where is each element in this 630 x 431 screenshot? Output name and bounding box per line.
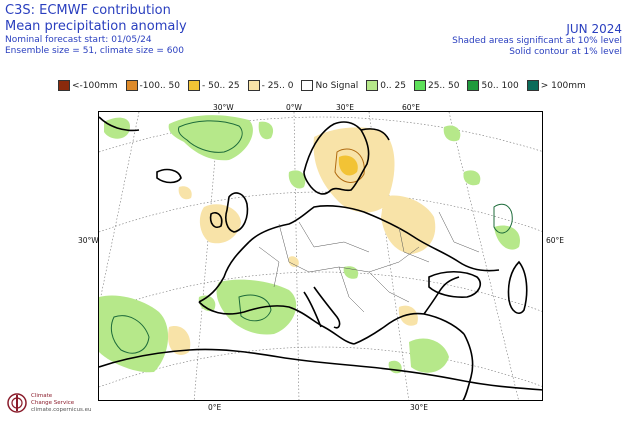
legend-label: - 50.. 25 (201, 80, 240, 91)
legend-item: > 100mm (526, 80, 586, 91)
legend-label: -100.. 50 (139, 80, 180, 91)
dry-contours (334, 148, 365, 183)
dry-moderate-areas (338, 155, 358, 176)
legend-item: 25.. 50 (413, 80, 460, 91)
month-label: JUN 2024 (566, 22, 622, 36)
country-borders (258, 211, 480, 313)
legend-label: 0.. 25 (380, 80, 406, 91)
legend-label: 50.. 100 (481, 80, 519, 91)
lon-label-30e-top: 30°E (336, 103, 355, 112)
legend-item: 0.. 25 (366, 80, 406, 91)
lon-label-0w-top: 0°W (286, 103, 302, 112)
header-right: JUN 2024 Shaded areas significant at 10%… (452, 22, 622, 58)
lon-label-30w-left: 30°W (78, 236, 99, 245)
wet-anomaly-areas (99, 115, 520, 374)
shaded-note: Shaded areas significant at 10% level (452, 36, 622, 46)
legend-label: 25.. 50 (427, 80, 460, 91)
legend-label: > 100mm (540, 80, 586, 91)
legend-swatch (301, 80, 314, 91)
legend-label: <-100mm (72, 80, 118, 91)
dry-anomaly-areas (168, 127, 436, 355)
lon-label-30e-bottom: 30°E (410, 403, 429, 412)
legend-label: No Signal (315, 80, 359, 91)
lon-label-0e-bottom: 0°E (208, 403, 222, 412)
logo-line2: Change Service (31, 399, 75, 406)
ensemble-size: Ensemble size = 51, climate size = 600 (5, 46, 184, 56)
legend-swatch (125, 80, 138, 91)
graticule (99, 112, 542, 400)
c3s-logo-icon (7, 393, 27, 413)
lon-label-30w-top: 30°W (213, 103, 234, 112)
legend-swatch (366, 80, 379, 91)
legend-swatch (467, 80, 480, 91)
lon-label-60e-right: 60°E (546, 236, 565, 245)
chart-title: Mean precipitation anomaly (5, 19, 187, 34)
map (98, 111, 543, 401)
legend: <-100mm -100.. 50 - 50.. 25 - 25.. 0 No Sign… (58, 80, 594, 91)
significance-contours (110, 120, 513, 354)
coastlines (99, 116, 542, 400)
legend-swatch (526, 80, 539, 91)
legend-item: - 50.. 25 (187, 80, 240, 91)
legend-swatch (58, 80, 70, 91)
legend-item: No Signal (301, 80, 358, 91)
contour-note: Solid contour at 1% level (509, 47, 622, 57)
logo-url: climate.copernicus.eu (31, 406, 92, 413)
header-left: C3S: ECMWF contribution Mean precipitati… (5, 3, 187, 57)
lon-label-60e-top: 60°E (402, 103, 421, 112)
map-svg (99, 112, 542, 400)
legend-item: - 25.. 0 (247, 80, 294, 91)
legend-item: <-100mm (58, 80, 118, 91)
legend-item: 50.. 100 (467, 80, 519, 91)
logo-line1: Climate (31, 392, 53, 399)
org-title: C3S: ECMWF contribution (5, 3, 171, 18)
copernicus-logo: Climate Change Service climate.copernicu… (6, 392, 92, 414)
legend-label: - 25.. 0 (261, 80, 294, 91)
legend-item: -100.. 50 (125, 80, 180, 91)
legend-swatch (187, 80, 200, 91)
forecast-start: Nominal forecast start: 01/05/24 (5, 35, 152, 45)
legend-swatch (413, 80, 426, 91)
legend-swatch (247, 80, 260, 91)
